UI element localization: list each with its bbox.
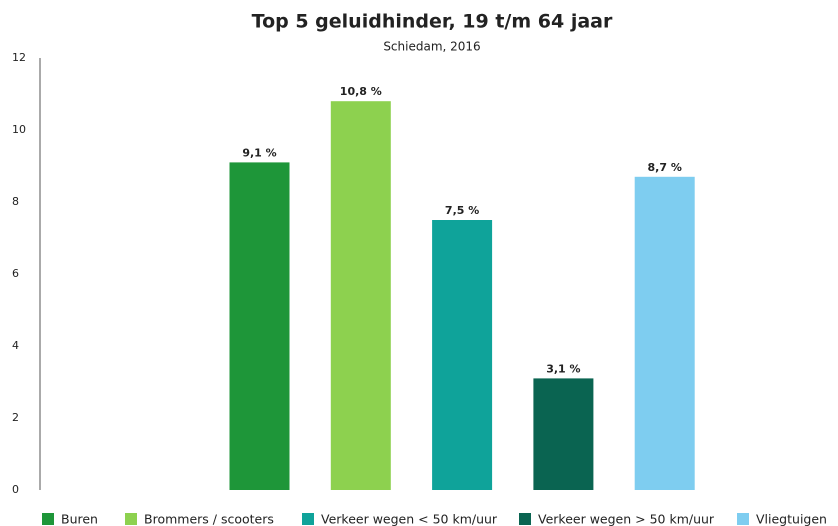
y-tick-label: 6 bbox=[12, 267, 19, 280]
y-tick-label: 2 bbox=[12, 411, 19, 424]
value-label: 7,5 % bbox=[445, 204, 479, 217]
bar bbox=[634, 176, 695, 491]
y-tick-label: 8 bbox=[12, 195, 19, 208]
chart-subtitle: Schiedam, 2016 bbox=[383, 40, 480, 54]
legend-swatch bbox=[519, 513, 531, 525]
legend-swatch bbox=[737, 513, 749, 525]
legend-swatch bbox=[302, 513, 314, 525]
value-label: 8,7 % bbox=[648, 161, 682, 174]
bar bbox=[229, 162, 290, 490]
bar bbox=[330, 101, 391, 490]
legend-swatch bbox=[125, 513, 137, 525]
y-tick-label: 0 bbox=[12, 483, 19, 496]
legend-swatch bbox=[42, 513, 54, 525]
legend-label: Buren bbox=[61, 512, 98, 526]
value-label: 10,8 % bbox=[340, 85, 382, 98]
value-label: 9,1 % bbox=[242, 146, 276, 159]
y-tick-label: 12 bbox=[12, 51, 26, 64]
bar bbox=[432, 220, 493, 490]
value-label: 3,1 % bbox=[546, 362, 580, 375]
bar bbox=[533, 378, 594, 490]
legend-label: Verkeer wegen > 50 km/uur bbox=[538, 512, 715, 526]
y-tick-label: 4 bbox=[12, 339, 19, 352]
chart-title: Top 5 geluidhinder, 19 t/m 64 jaar bbox=[252, 11, 613, 33]
legend-label: Brommers / scooters bbox=[144, 512, 274, 526]
legend-label: Vliegtuigen bbox=[756, 512, 827, 526]
legend-label: Verkeer wegen < 50 km/uur bbox=[321, 512, 498, 526]
y-tick-label: 10 bbox=[12, 123, 26, 136]
